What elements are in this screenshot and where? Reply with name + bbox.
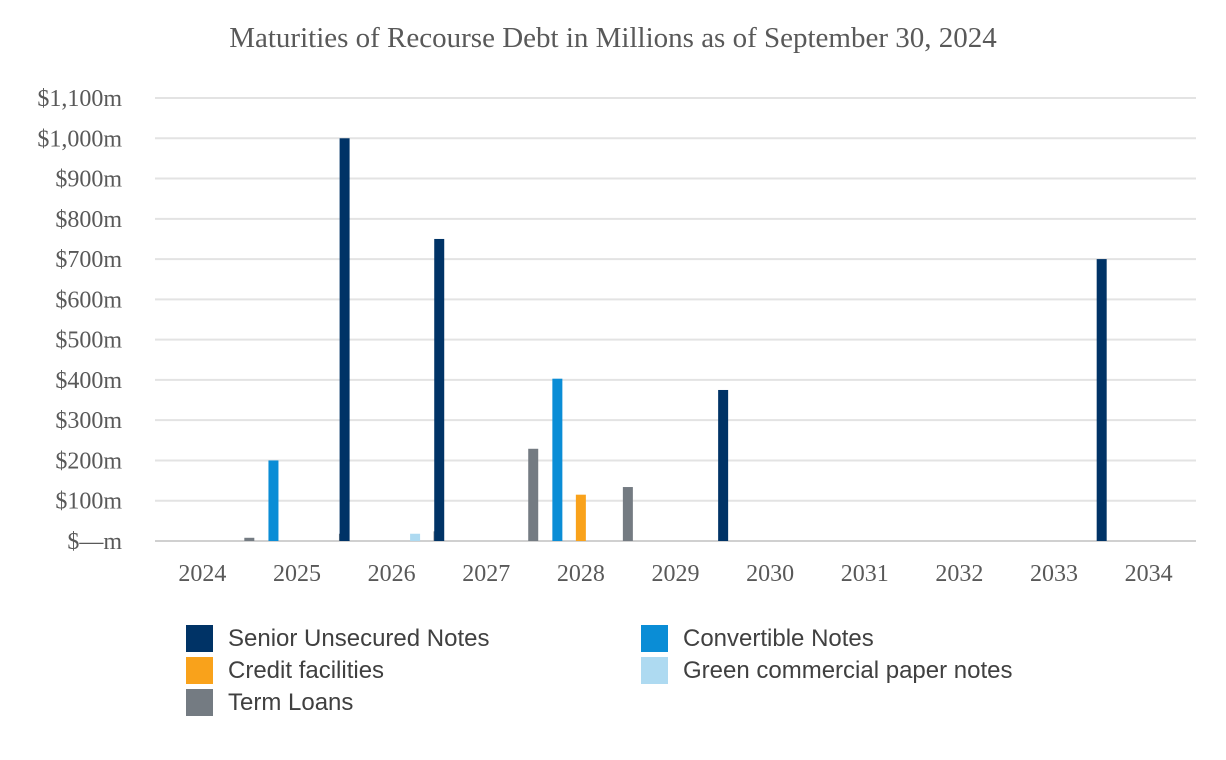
bar-convertible-notes-2028 (552, 378, 563, 541)
y-tick-label: $200m (55, 448, 122, 474)
y-tick-label: $400m (55, 368, 122, 394)
legend-label-green-commercial-paper-notes: Green commercial paper notes (683, 656, 1013, 684)
legend-item-credit-facilities: Credit facilities (186, 656, 641, 685)
y-tick-label: $600m (55, 287, 122, 313)
legend-swatch-senior-unsecured-notes (186, 625, 213, 652)
x-tick-label: 2032 (935, 561, 983, 587)
chart-title: Maturities of Recourse Debt in Millions … (229, 22, 997, 54)
x-tick-label: 2034 (1125, 561, 1173, 587)
legend: Senior Unsecured Notes Convertible Notes… (186, 624, 1086, 717)
legend-item-term-loans: Term Loans (186, 688, 641, 717)
bar-term-loans-2027 (528, 448, 539, 541)
x-tick-label: 2026 (368, 561, 416, 587)
x-tick-label: 2025 (273, 561, 321, 587)
bar-term-loans-2028 (622, 487, 633, 541)
y-tick-label: $700m (55, 247, 122, 273)
y-tick-label: $—m (67, 529, 122, 555)
legend-label-senior-unsecured-notes: Senior Unsecured Notes (228, 624, 490, 652)
bar-green-commercial-paper-notes-2026 (410, 533, 421, 541)
x-tick-label: 2031 (841, 561, 889, 587)
legend-item-senior-unsecured-notes: Senior Unsecured Notes (186, 624, 641, 653)
bar-senior-unsecured-notes-2030 (718, 389, 729, 541)
legend-label-credit-facilities: Credit facilities (228, 656, 385, 684)
y-tick-label: $800m (55, 207, 122, 233)
x-axis-ticks: 2024 2025 2026 2027 2028 2029 2030 2031 2032 2033… (178, 561, 1172, 587)
legend-label-convertible-notes: Convertible Notes (683, 624, 874, 652)
x-tick-label: 2024 (178, 561, 226, 587)
gridlines (155, 97, 1196, 542)
legend-item-convertible-notes: Convertible Notes (641, 624, 1086, 653)
bar-convertible-notes-2025 (268, 460, 279, 541)
bar-credit-facilities-2028 (575, 494, 586, 541)
legend-item-green-commercial-paper-notes: Green commercial paper notes (641, 656, 1086, 685)
legend-swatch-credit-facilities (186, 657, 213, 684)
legend-swatch-convertible-notes (641, 625, 668, 652)
x-tick-label: 2033 (1030, 561, 1078, 587)
legend-label-term-loans: Term Loans (228, 688, 354, 716)
x-tick-label: 2028 (557, 561, 605, 587)
bars (244, 138, 1107, 542)
y-axis-ticks: $—m $100m $200m $300m $400m $500m $600m $700m $8… (37, 86, 122, 555)
y-tick-label: $100m (55, 489, 122, 515)
x-tick-label: 2029 (652, 561, 700, 587)
y-tick-label: $1,100m (37, 86, 122, 112)
bar-senior-unsecured-notes-2034 (1096, 259, 1107, 541)
y-tick-label: $500m (55, 328, 122, 354)
bar-senior-unsecured-notes-2026 (339, 138, 350, 542)
x-tick-label: 2030 (746, 561, 794, 587)
bar-senior-unsecured-notes-2027 (434, 238, 445, 542)
y-tick-label: $300m (55, 408, 122, 434)
legend-swatch-green-commercial-paper-notes (641, 657, 668, 684)
bar-term-loans-2024 (244, 537, 255, 541)
x-tick-label: 2027 (462, 561, 510, 587)
y-tick-label: $900m (55, 167, 122, 193)
legend-swatch-term-loans (186, 689, 213, 716)
y-tick-label: $1,000m (37, 126, 122, 152)
